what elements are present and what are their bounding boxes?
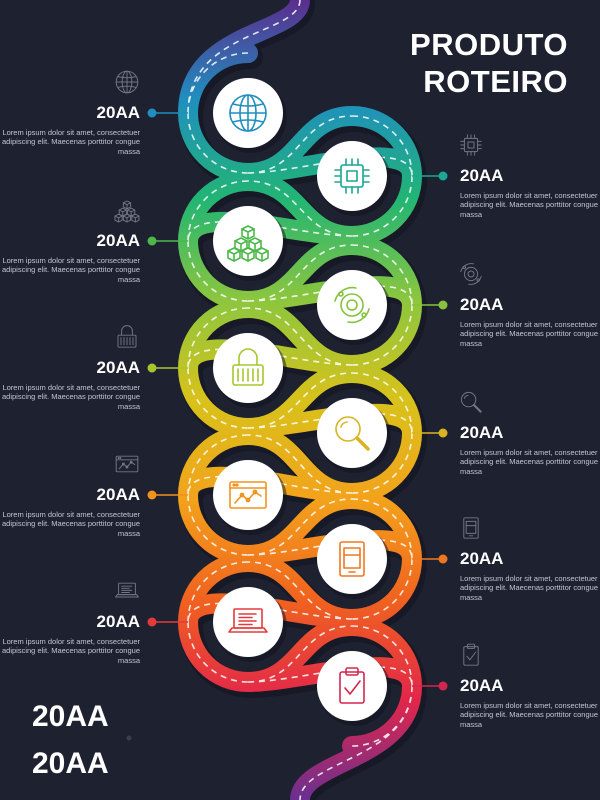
chart-window-icon bbox=[229, 481, 267, 509]
milestone-year-label: 20AA bbox=[96, 612, 140, 631]
connector-dot bbox=[147, 363, 157, 373]
milestone-description: Lorem ipsum dolor sit amet, consectetuer… bbox=[460, 701, 598, 729]
clipboard-check-faint-icon bbox=[463, 643, 479, 666]
connector-dot bbox=[147, 617, 157, 627]
connector-dot bbox=[147, 236, 157, 246]
milestone-1: 20AA Lorem ipsum dolor sit amet, consecte… bbox=[0, 103, 140, 156]
padlock-faint-icon bbox=[117, 325, 137, 348]
milestone-3: 20AA Lorem ipsum dolor sit amet, consecte… bbox=[0, 231, 140, 284]
orbit-icon bbox=[334, 286, 370, 324]
milestone-node-3 bbox=[213, 206, 283, 276]
magnifier-icon bbox=[335, 416, 370, 451]
milestone-description: Lorem ipsum dolor sit amet, consectetuer… bbox=[2, 383, 140, 411]
milestone-8: 20AA Lorem ipsum dolor sit amet, consecte… bbox=[460, 549, 600, 602]
milestone-year-label: 20AA bbox=[460, 549, 504, 568]
connector-dot bbox=[147, 490, 157, 500]
connector-dot bbox=[438, 428, 448, 438]
magnifier-faint-icon bbox=[460, 391, 482, 413]
chip-faint-icon bbox=[460, 134, 482, 156]
milestone-node-5 bbox=[213, 333, 283, 403]
laptop-icon bbox=[228, 608, 268, 633]
milestone-description: Lorem ipsum dolor sit amet, consectetuer… bbox=[2, 128, 140, 156]
milestone-node-6 bbox=[317, 398, 387, 468]
connector-dot bbox=[438, 300, 448, 310]
milestone-year-label: 20AA bbox=[96, 231, 140, 250]
milestone-9: 20AA Lorem ipsum dolor sit amet, consecte… bbox=[0, 612, 140, 665]
milestone-7: 20AA Lorem ipsum dolor sit amet, consecte… bbox=[0, 485, 140, 538]
footer-dot bbox=[126, 735, 132, 741]
clipboard-check-icon bbox=[339, 667, 365, 704]
milestone-4: 20AA Lorem ipsum dolor sit amet, consecte… bbox=[460, 295, 600, 348]
milestone-year-label: 20AA bbox=[460, 166, 504, 185]
milestone-year-label: 20AA bbox=[96, 358, 140, 377]
footer-year-2: 20AA bbox=[32, 747, 109, 780]
milestone-description: Lorem ipsum dolor sit amet, consectetuer… bbox=[460, 320, 598, 348]
tablet-icon bbox=[339, 541, 365, 577]
title-line-1: PRODUTO bbox=[410, 27, 568, 62]
tablet-faint-icon bbox=[463, 517, 479, 539]
milestone-year-label: 20AA bbox=[460, 676, 504, 695]
footer-year-1: 20AA bbox=[32, 700, 109, 733]
milestone-description: Lorem ipsum dolor sit amet, consectetuer… bbox=[2, 510, 140, 538]
milestone-5: 20AA Lorem ipsum dolor sit amet, consecte… bbox=[0, 358, 140, 411]
milestone-year-label: 20AA bbox=[460, 295, 504, 314]
chart-window-faint-icon bbox=[115, 455, 139, 473]
orbit-faint-icon bbox=[460, 263, 482, 285]
connector-dot bbox=[438, 171, 448, 181]
milestone-node-7 bbox=[213, 460, 283, 530]
connector-dot bbox=[438, 554, 448, 564]
milestone-description: Lorem ipsum dolor sit amet, consectetuer… bbox=[2, 256, 140, 284]
milestone-description: Lorem ipsum dolor sit amet, consectetuer… bbox=[2, 637, 140, 665]
cubes-icon bbox=[227, 225, 269, 262]
connector-dot bbox=[147, 108, 157, 118]
page-title: PRODUTO ROTEIRO bbox=[410, 26, 568, 100]
milestone-year-label: 20AA bbox=[96, 485, 140, 504]
title-line-2: ROTEIRO bbox=[423, 64, 568, 99]
milestone-node-10 bbox=[317, 651, 387, 721]
milestone-node-8 bbox=[317, 524, 387, 594]
milestone-node-9 bbox=[213, 587, 283, 657]
globe-faint-icon bbox=[115, 70, 139, 94]
milestone-node-2 bbox=[317, 141, 387, 211]
milestone-year-label: 20AA bbox=[96, 103, 140, 122]
milestone-10: 20AA Lorem ipsum dolor sit amet, consecte… bbox=[460, 676, 600, 729]
padlock-icon bbox=[232, 348, 264, 386]
chip-icon bbox=[334, 158, 370, 194]
milestone-6: 20AA Lorem ipsum dolor sit amet, consecte… bbox=[460, 423, 600, 476]
milestone-description: Lorem ipsum dolor sit amet, consectetuer… bbox=[460, 574, 598, 602]
milestone-node-4 bbox=[317, 270, 387, 340]
milestone-2: 20AA Lorem ipsum dolor sit amet, consecte… bbox=[460, 166, 600, 219]
connector-dot bbox=[438, 681, 448, 691]
laptop-faint-icon bbox=[115, 582, 139, 598]
milestone-year-label: 20AA bbox=[460, 423, 504, 442]
milestone-description: Lorem ipsum dolor sit amet, consectetuer… bbox=[460, 448, 598, 476]
milestone-description: Lorem ipsum dolor sit amet, consectetuer… bbox=[460, 191, 598, 219]
globe-icon bbox=[229, 94, 267, 132]
cubes-faint-icon bbox=[114, 200, 140, 223]
